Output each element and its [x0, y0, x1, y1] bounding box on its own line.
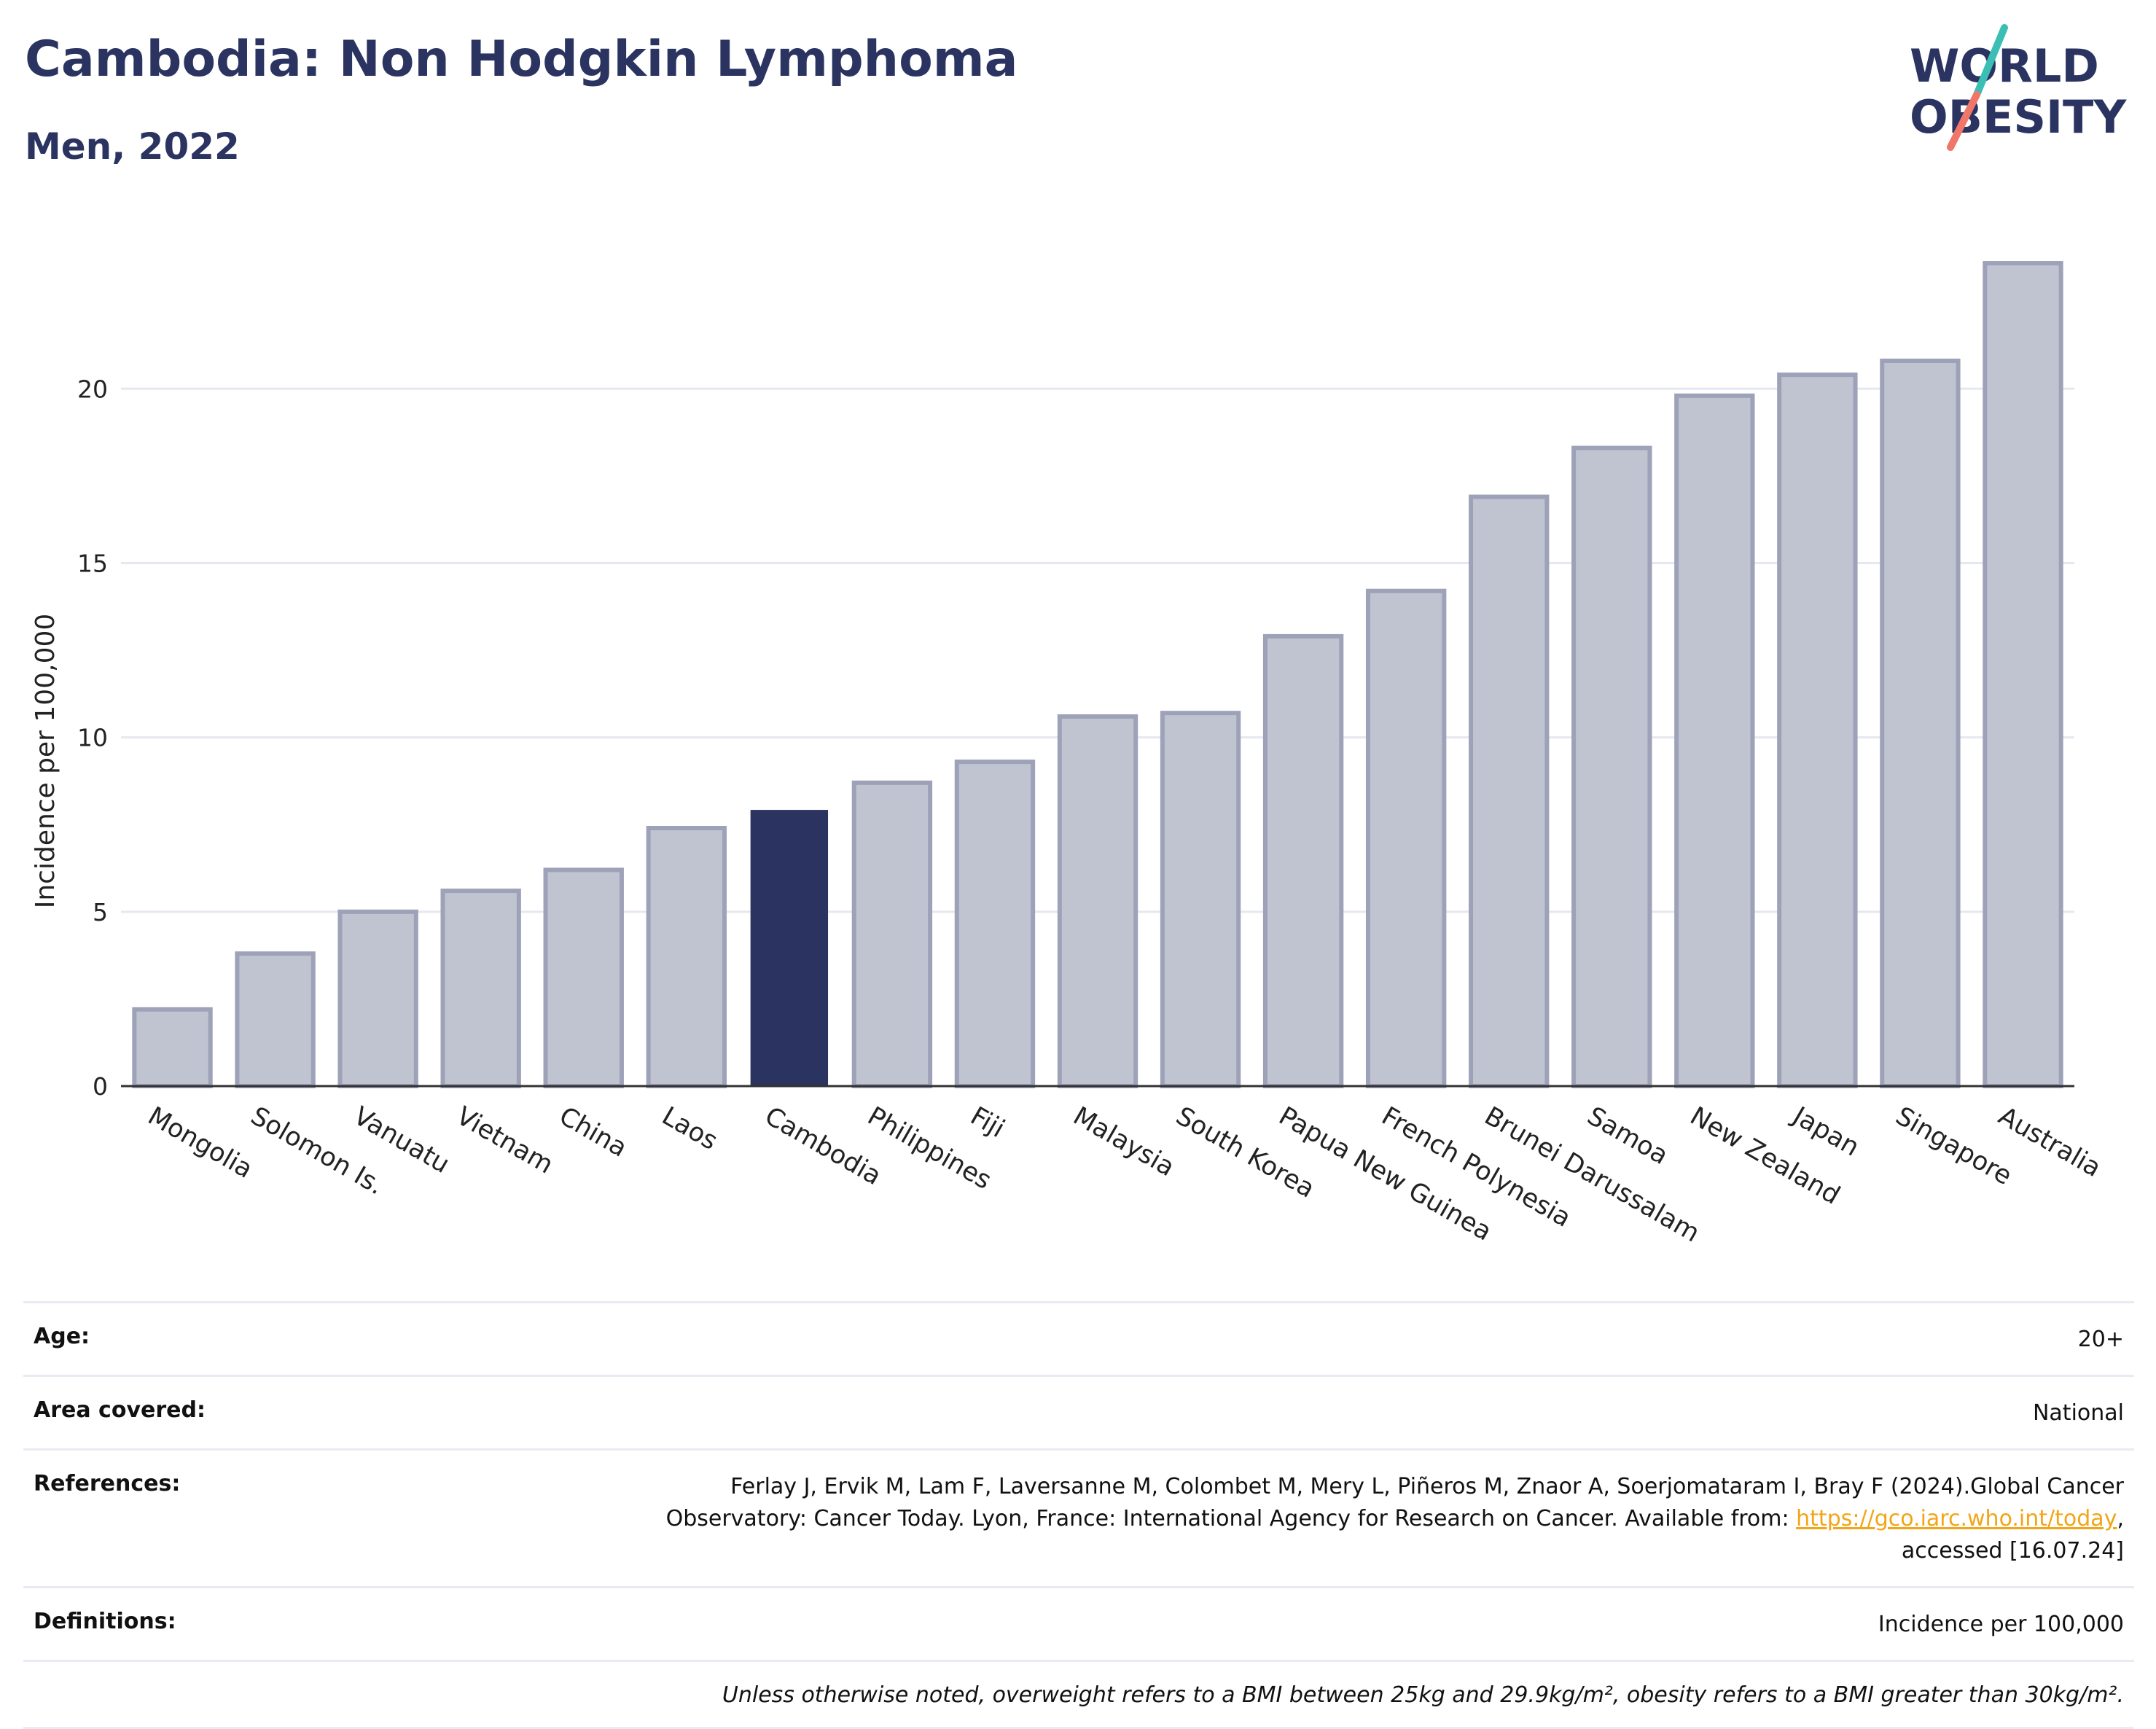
info-row-age: Age: 20+	[23, 1301, 2134, 1375]
x-tick-label-fiji: Fiji	[965, 1101, 1009, 1144]
x-tick-label-cambodia: Cambodia	[759, 1101, 886, 1191]
bar-vanuatu	[337, 909, 418, 1088]
bar-papua-new-guinea	[1262, 633, 1344, 1088]
references-label: References:	[34, 1471, 181, 1496]
bar-solomon-is-	[235, 951, 316, 1089]
definitions-label: Definitions:	[34, 1609, 176, 1634]
x-tick-label-china: China	[554, 1101, 632, 1163]
bar-malaysia	[1057, 714, 1138, 1088]
bar-japan	[1777, 372, 1858, 1088]
x-tick-label-laos: Laos	[657, 1101, 722, 1156]
y-axis-title: Incidence per 100,000	[31, 614, 60, 909]
info-row-references: References: Ferlay J, Ervik M, Lam F, La…	[23, 1448, 2134, 1586]
x-tick-label-mongolia: Mongolia	[143, 1101, 257, 1184]
area-value: National	[2032, 1400, 2124, 1426]
age-label: Age:	[34, 1324, 90, 1349]
chart-subtitle: Men, 2022	[25, 125, 240, 168]
x-tick-label-singapore: Singapore	[1891, 1101, 2017, 1191]
age-value: 20+	[2077, 1327, 2124, 1352]
world-obesity-logo: WORLD OBESITY	[1910, 24, 2127, 151]
x-tick-label-vietnam: Vietnam	[451, 1101, 558, 1180]
bar-fiji	[954, 760, 1036, 1089]
x-tick-label-malaysia: Malaysia	[1069, 1101, 1179, 1182]
references-line-2-prefix: Observatory: Cancer Today. Lyon, France:…	[665, 1506, 1797, 1531]
info-table: Age: 20+ Area covered: National Referenc…	[23, 1301, 2134, 1729]
y-tick-label-5: 5	[93, 898, 108, 926]
bar-brunei-darussalam	[1469, 494, 1550, 1088]
references-line-3: accessed [16.07.24]	[1901, 1538, 2124, 1564]
bmi-note: Unless otherwise noted, overweight refer…	[722, 1682, 2124, 1708]
bars	[132, 261, 2063, 1089]
logo-line-2: OBESITY	[1910, 90, 2127, 144]
area-label: Area covered:	[34, 1397, 206, 1423]
references-value: Ferlay J, Ervik M, Lam F, Laversanne M, …	[666, 1471, 2124, 1567]
bar-cambodia	[750, 810, 829, 1088]
y-tick-label-0: 0	[93, 1072, 108, 1101]
bar-laos	[646, 826, 727, 1089]
chart-title: Cambodia: Non Hodgkin Lymphoma	[25, 31, 1018, 88]
bar-vietnam	[440, 889, 521, 1088]
bar-french-polynesia	[1365, 588, 1447, 1088]
logo-line-1: WORLD	[1910, 39, 2099, 93]
bar-new-zealand	[1674, 393, 1755, 1088]
y-tick-label-10: 10	[77, 724, 108, 752]
bar-philippines	[851, 780, 933, 1089]
bar-mongolia	[132, 1007, 213, 1088]
x-tick-label-japan: Japan	[1786, 1101, 1864, 1162]
references-line-1: Ferlay J, Ervik M, Lam F, Laversanne M, …	[730, 1474, 2124, 1499]
bar-samoa	[1571, 445, 1652, 1088]
info-row-note: Unless otherwise noted, overweight refer…	[23, 1660, 2134, 1729]
definitions-value: Incidence per 100,000	[1878, 1612, 2124, 1637]
bar-australia	[1983, 261, 2063, 1088]
logo-slash-coral	[1947, 91, 1980, 151]
references-link[interactable]: https://gco.iarc.who.int/today	[1796, 1506, 2117, 1531]
bar-singapore	[1880, 358, 1961, 1088]
y-tick-label-20: 20	[77, 375, 108, 403]
references-line-2-suffix: ,	[2117, 1506, 2124, 1531]
y-tick-label-15: 15	[77, 549, 108, 577]
info-row-definitions: Definitions: Incidence per 100,000	[23, 1586, 2134, 1660]
logo-slash-teal	[1973, 24, 2008, 98]
info-row-area: Area covered: National	[23, 1375, 2134, 1448]
bar-china	[543, 867, 624, 1088]
bar-south-korea	[1160, 711, 1241, 1088]
